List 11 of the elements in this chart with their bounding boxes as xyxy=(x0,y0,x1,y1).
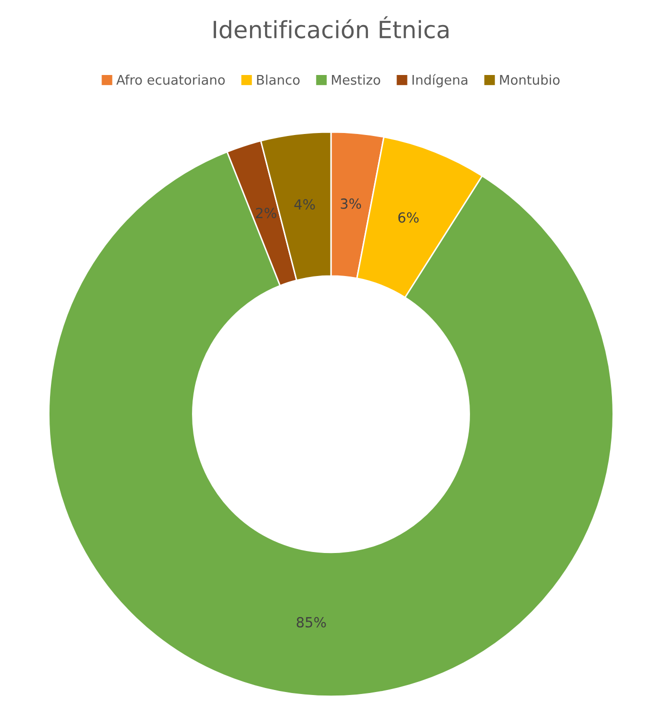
legend-label: Mestizo xyxy=(332,74,380,85)
legend-label: Blanco xyxy=(257,74,300,85)
data-label: 4% xyxy=(294,199,315,210)
legend-label: Montubio xyxy=(500,74,560,85)
data-label: 2% xyxy=(256,208,276,218)
chart-title: Identificación Étnica xyxy=(214,16,448,38)
data-label: 85% xyxy=(296,616,326,628)
data-label: 6% xyxy=(398,212,419,223)
legend-label: Afro ecuatoriano xyxy=(116,74,225,85)
legend-label: Indígena xyxy=(412,74,468,88)
data-label: 3% xyxy=(340,198,362,209)
